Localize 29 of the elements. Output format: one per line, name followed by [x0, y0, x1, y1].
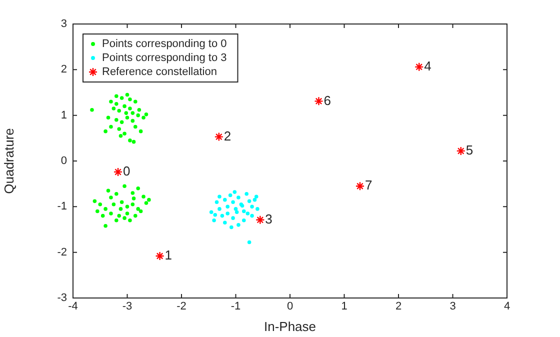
y-tick-label: 2 — [60, 64, 67, 76]
legend-label: Reference constellation — [102, 66, 217, 78]
x-axis-title: In-Phase — [264, 318, 316, 334]
annotation: 6 — [324, 92, 331, 108]
y-tick-label: 0 — [60, 155, 67, 168]
x-tick-label: 1 — [341, 300, 348, 313]
legend-label: Points corresponding to 3 — [102, 52, 227, 64]
x-tick-label: -1 — [230, 300, 241, 313]
annotation: 5 — [466, 142, 474, 158]
y-axis-title: Quadrature — [1, 128, 16, 194]
annotation: 4 — [424, 58, 432, 74]
legend-label: Points corresponding to 0 — [102, 38, 227, 50]
y-tick-label: -3 — [57, 292, 67, 304]
annotation: 0 — [123, 164, 130, 179]
annotation: 1 — [164, 248, 172, 263]
y-tick-label: 3 — [60, 18, 67, 30]
annotation: 2 — [224, 128, 232, 144]
y-tick-label: -1 — [57, 200, 67, 213]
x-tick-label: 0 — [286, 300, 294, 313]
annotation: 3 — [265, 211, 272, 226]
annotation: 7 — [364, 178, 372, 193]
x-tick-label: 2 — [395, 300, 402, 313]
y-tick-label: -2 — [57, 246, 67, 258]
x-tick-label: -4 — [68, 300, 78, 313]
y-tick-label: 1 — [60, 109, 67, 122]
x-tick-label: 4 — [504, 300, 510, 313]
x-tick-label: 3 — [450, 300, 456, 313]
x-tick-label: -3 — [122, 300, 132, 313]
x-tick-label: -2 — [176, 300, 186, 313]
